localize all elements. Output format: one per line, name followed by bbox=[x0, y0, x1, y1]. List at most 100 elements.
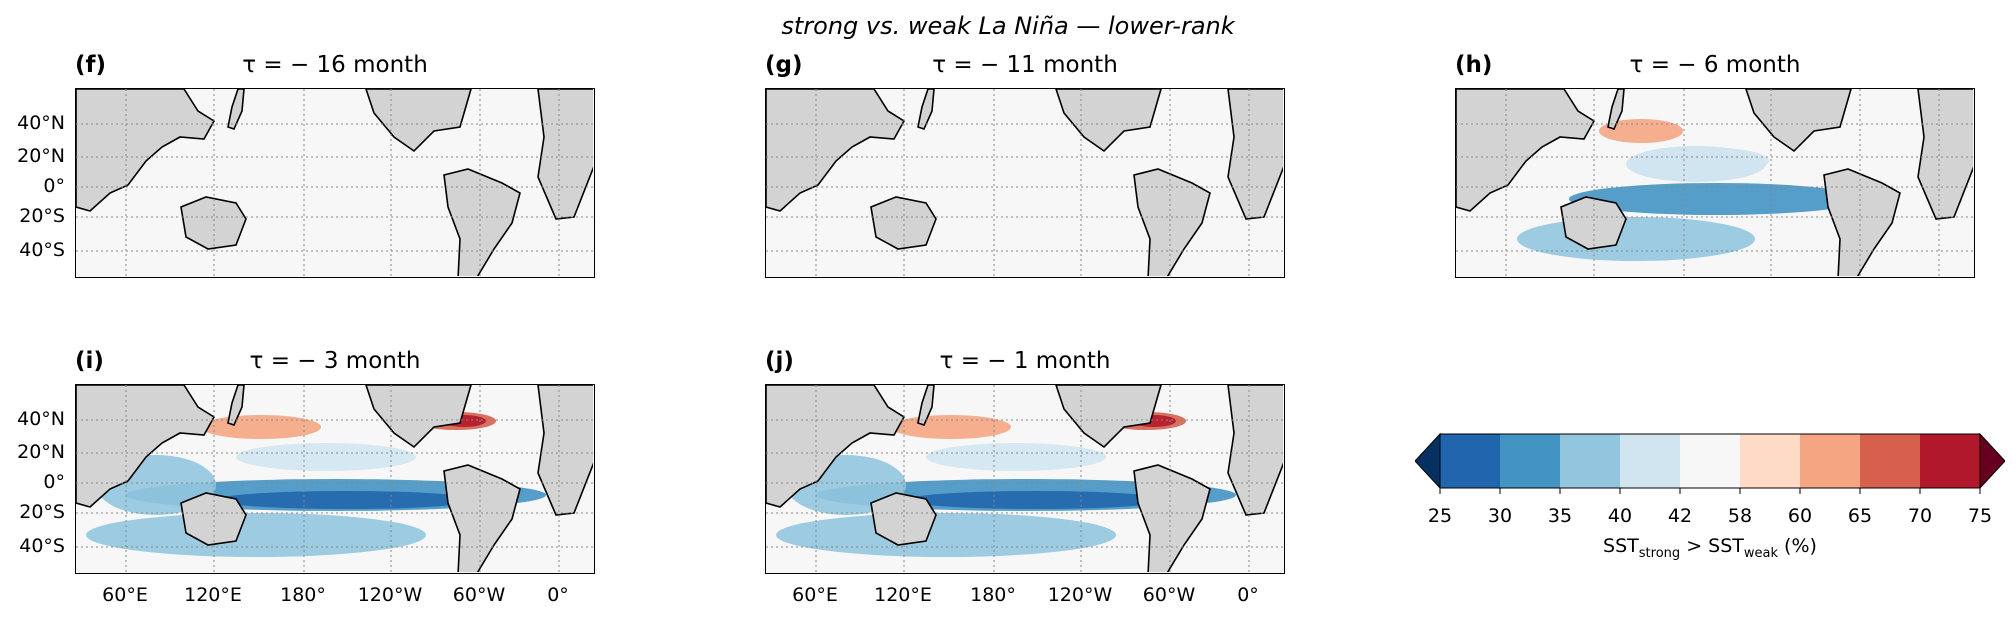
colorbar-swatch bbox=[1560, 434, 1621, 488]
sst-map bbox=[75, 88, 595, 278]
sst-anomaly-region bbox=[776, 513, 1116, 557]
colorbar-tick-label: 58 bbox=[1727, 505, 1753, 527]
colorbar-tick-label: 70 bbox=[1907, 505, 1933, 527]
land-mass bbox=[180, 196, 247, 250]
land-mass bbox=[1133, 168, 1211, 276]
map-panel: (i) τ = − 3 month 40°N 20°N 0° 20°S 40°S 60°E 12… bbox=[17, 348, 595, 606]
sst-anomaly-region bbox=[906, 491, 1166, 509]
x-tick-label: 60°E bbox=[792, 584, 838, 606]
colorbar-extend-high bbox=[1979, 432, 2006, 490]
land-mass bbox=[76, 89, 216, 212]
land-mass bbox=[227, 385, 245, 426]
cb-label-sub1: strong bbox=[1638, 545, 1681, 561]
land-mass bbox=[443, 168, 521, 276]
map-canvas bbox=[76, 385, 593, 572]
panel-label: (h) bbox=[1455, 52, 1493, 78]
colorbar-tick-label: 65 bbox=[1847, 505, 1873, 527]
land-mass bbox=[917, 385, 935, 426]
land-mass bbox=[1055, 89, 1162, 153]
land-mass bbox=[1456, 89, 1596, 212]
y-tick-label: 0° bbox=[43, 175, 65, 197]
map-panel: (g) τ = − 11 month bbox=[765, 52, 1285, 278]
y-tick-label: 40°N bbox=[17, 112, 65, 134]
colorbar-tick-label: 35 bbox=[1547, 505, 1573, 527]
sst-map bbox=[1455, 88, 1975, 278]
cb-label-main: SST bbox=[1603, 535, 1639, 557]
y-tick-label: 20°S bbox=[19, 205, 65, 227]
panel-title: τ = − 1 month bbox=[939, 348, 1111, 374]
colorbar-tick-label: 60 bbox=[1787, 505, 1813, 527]
land-mass bbox=[1133, 464, 1211, 572]
land-mass bbox=[365, 385, 472, 449]
land-mass bbox=[1227, 385, 1283, 516]
sst-anomaly-region bbox=[1569, 183, 1863, 215]
colorbar: 25 30 35 40 42 58 60 65 70 75 SSTstrong > SSTweak… bbox=[1414, 432, 2006, 562]
colorbar-swatch bbox=[1680, 434, 1741, 488]
land-mass bbox=[766, 89, 906, 212]
panel-label: (f) bbox=[75, 52, 107, 78]
land-mass bbox=[1823, 168, 1901, 276]
y-tick-label: 40°N bbox=[17, 408, 65, 430]
land-mass bbox=[870, 492, 937, 546]
panel-label: (j) bbox=[765, 348, 794, 374]
colorbar-tick-label: 40 bbox=[1607, 505, 1633, 527]
cb-label-sub2: weak bbox=[1743, 545, 1779, 561]
sst-anomaly-region bbox=[926, 443, 1106, 471]
x-tick-label: 180° bbox=[970, 584, 1016, 606]
land-mass bbox=[870, 196, 937, 250]
land-mass bbox=[1607, 89, 1625, 130]
y-tick-label: 0° bbox=[43, 471, 65, 493]
x-tick-label: 180° bbox=[280, 584, 326, 606]
sst-anomaly-region bbox=[1517, 217, 1755, 261]
cb-label-mid: > SST bbox=[1680, 535, 1744, 557]
land-mass bbox=[1560, 196, 1627, 250]
x-tick-label: 60°W bbox=[452, 584, 506, 606]
colorbar-swatch bbox=[1500, 434, 1561, 488]
sst-map bbox=[75, 384, 595, 574]
sst-anomaly-region bbox=[201, 415, 321, 439]
figure-title: strong vs. weak La Niña — lower-rank bbox=[781, 12, 1235, 40]
map-panel: (j) τ = − 1 month 60°E 120°E 180° 120°W 60°W 0° bbox=[765, 348, 1285, 606]
y-tick-label: 20°N bbox=[17, 441, 65, 463]
x-tick-label: 60°W bbox=[1142, 584, 1196, 606]
land-mass bbox=[365, 89, 472, 153]
land-mass bbox=[537, 385, 593, 516]
colorbar-frame bbox=[1439, 433, 1981, 489]
colorbar-swatch bbox=[1860, 434, 1921, 488]
x-tick-label: 0° bbox=[547, 584, 569, 606]
land-mass bbox=[1055, 385, 1162, 449]
x-tick-label: 120°W bbox=[357, 584, 423, 606]
land-mass bbox=[443, 464, 521, 572]
colorbar-swatches bbox=[1414, 432, 2006, 494]
map-canvas bbox=[76, 89, 593, 276]
land-mass bbox=[76, 385, 216, 508]
map-canvas bbox=[1456, 89, 1973, 276]
x-tick-label: 0° bbox=[1237, 584, 1259, 606]
colorbar-swatch bbox=[1620, 434, 1681, 488]
colorbar-swatch bbox=[1440, 434, 1501, 488]
panel-label: (i) bbox=[75, 348, 104, 374]
y-tick-label: 20°S bbox=[19, 501, 65, 523]
panel-title: τ = − 3 month bbox=[249, 348, 421, 374]
sst-anomaly-region bbox=[216, 491, 476, 509]
colorbar-tick-label: 75 bbox=[1967, 505, 1993, 527]
colorbar-label: SSTstrong > SSTweak (%) bbox=[1415, 535, 2005, 561]
land-mass bbox=[766, 385, 906, 508]
map-canvas bbox=[766, 385, 1283, 572]
land-mass bbox=[537, 89, 593, 220]
map-panel: (f) τ = − 16 month 40°N 20°N 0° 20°S 40°S bbox=[17, 52, 595, 278]
map-canvas bbox=[766, 89, 1283, 276]
colorbar-tick-label: 42 bbox=[1667, 505, 1693, 527]
y-tick-label: 40°S bbox=[19, 535, 65, 557]
x-tick-label: 120°E bbox=[184, 584, 242, 606]
x-tick-label: 120°E bbox=[874, 584, 932, 606]
land-mass bbox=[180, 492, 247, 546]
land-mass bbox=[1227, 89, 1283, 220]
land-mass bbox=[1745, 89, 1852, 153]
panel-label: (g) bbox=[765, 52, 803, 78]
colorbar-swatch bbox=[1800, 434, 1861, 488]
sst-map bbox=[765, 88, 1285, 278]
sst-anomaly-region bbox=[1599, 119, 1683, 143]
colorbar-swatch bbox=[1920, 434, 1981, 488]
panel-title: τ = − 6 month bbox=[1629, 52, 1801, 78]
